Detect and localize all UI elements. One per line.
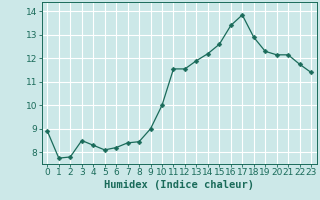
X-axis label: Humidex (Indice chaleur): Humidex (Indice chaleur)	[104, 180, 254, 190]
